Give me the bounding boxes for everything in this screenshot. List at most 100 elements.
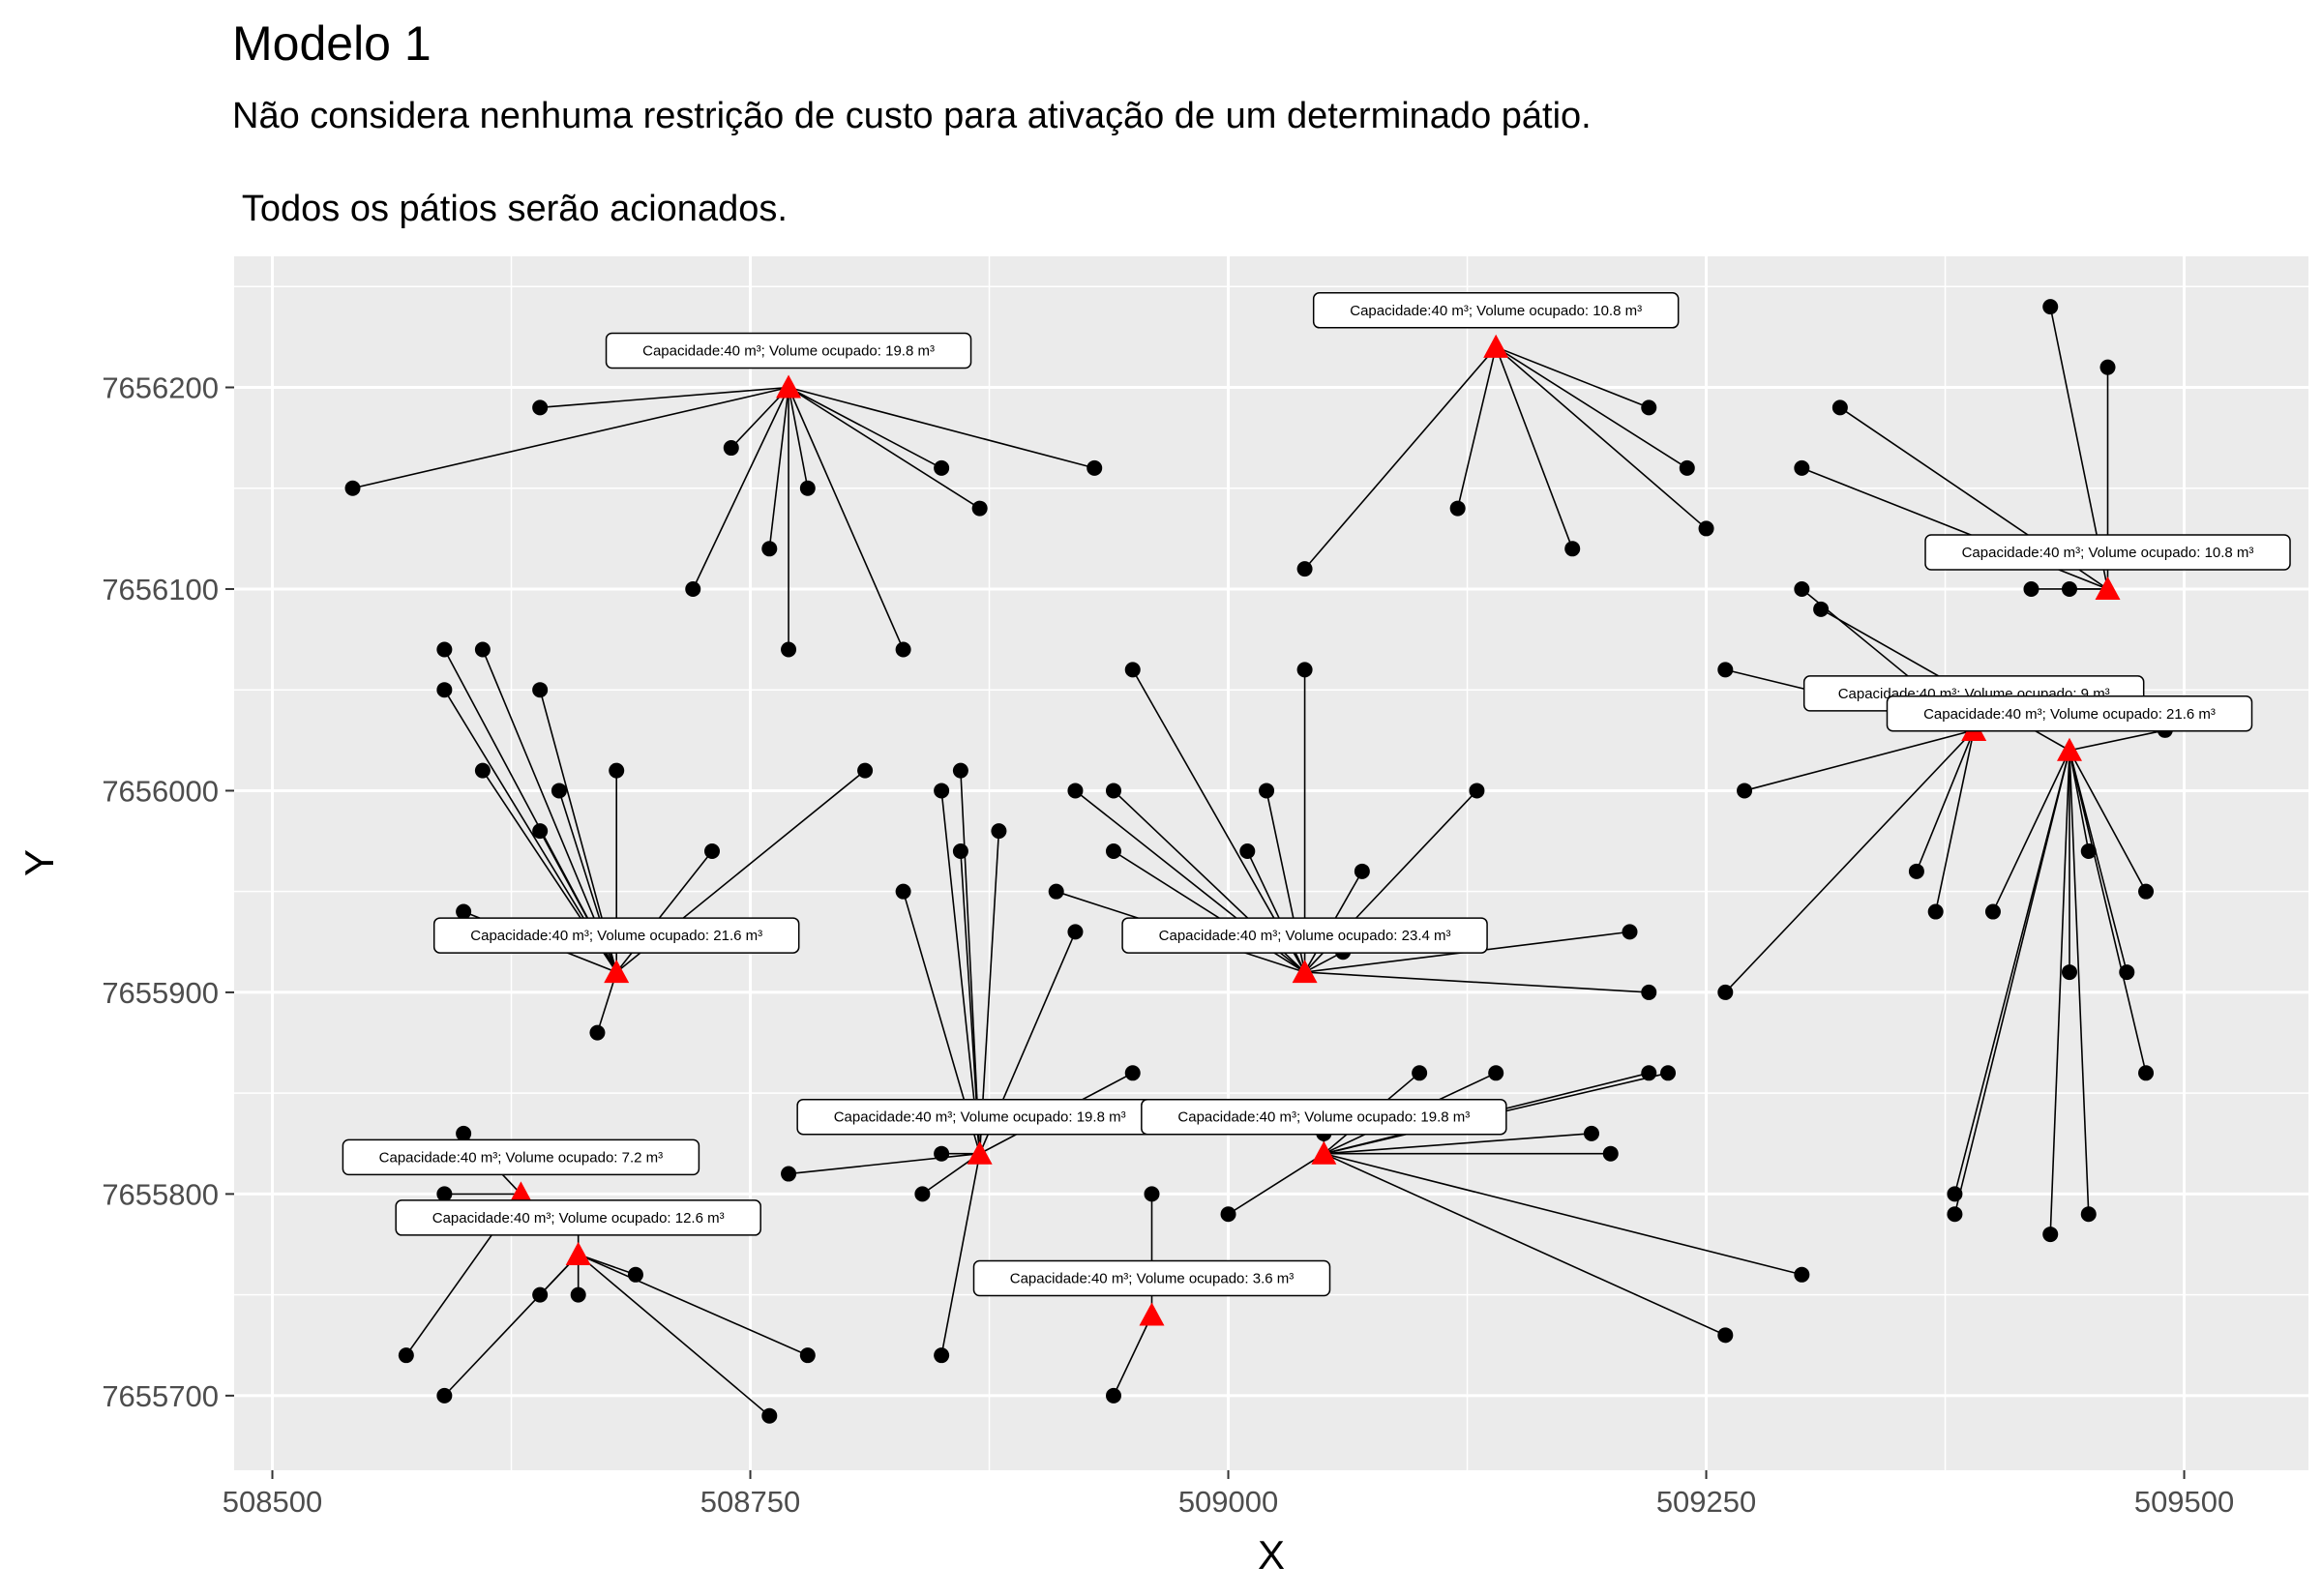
demand-point — [1067, 783, 1084, 799]
assignment-line — [1916, 729, 1975, 872]
demand-point — [1794, 1266, 1810, 1283]
assignment-line — [1113, 1315, 1153, 1397]
yard-marker — [1292, 960, 1318, 984]
yard-label: Capacidade:40 m³; Volume ocupado: 23.4 m… — [1159, 928, 1451, 944]
demand-point — [1641, 984, 1657, 1000]
yard-marker — [604, 960, 630, 984]
x-tick-label: 509000 — [1178, 1485, 1278, 1519]
demand-point — [2042, 299, 2059, 315]
demand-point — [1737, 783, 1753, 799]
x-tick-label: 508500 — [223, 1485, 322, 1519]
assignment-line — [1303, 346, 1497, 570]
assignment-line — [1324, 1152, 1726, 1337]
demand-point — [934, 783, 950, 799]
assignment-line — [2049, 750, 2070, 1235]
assignment-line — [2069, 750, 2090, 1215]
demand-point — [971, 500, 988, 517]
grid-minor — [234, 256, 2308, 1470]
demand-point — [436, 641, 453, 658]
yard-marker — [508, 1181, 534, 1205]
chart-title: Modelo 1 — [232, 16, 432, 71]
yard-label: Capacidade:40 m³; Volume ocupado: 19.8 m… — [834, 1109, 1126, 1126]
demand-point — [1259, 783, 1275, 799]
assignment-line — [1304, 971, 1650, 993]
demand-point — [1717, 662, 1734, 678]
yard-marker — [565, 1241, 591, 1265]
assignment-line — [1495, 346, 1573, 549]
yard-label: Capacidade:40 m³; Volume ocupado: 12.6 m… — [432, 1210, 725, 1227]
demand-point — [1296, 561, 1313, 577]
demand-point — [1469, 783, 1485, 799]
assignment-line — [1953, 750, 2070, 1215]
demand-point — [799, 1347, 816, 1364]
y-tick-label: 7656200 — [102, 371, 219, 405]
demand-point — [1124, 662, 1141, 678]
yard-label-box — [972, 1259, 1331, 1297]
yard-labels: Capacidade:40 m³; Volume ocupado: 19.8 m… — [342, 292, 2291, 1297]
demand-point — [934, 459, 950, 476]
yard-marker — [2056, 737, 2082, 761]
assignment-line — [788, 386, 1095, 469]
demand-point — [532, 823, 549, 840]
yard-label-box — [1141, 1098, 1507, 1136]
demand-point — [2023, 580, 2039, 597]
yard-label-box — [1121, 917, 1488, 954]
assignment-line — [960, 770, 981, 1154]
yard-label-box — [432, 917, 800, 954]
demand-point — [1622, 924, 1638, 940]
demand-point — [1984, 903, 2001, 920]
assignment-line — [1724, 729, 1975, 993]
demand-point — [1583, 1125, 1599, 1141]
demand-point — [1698, 520, 1714, 537]
demand-point — [1124, 1065, 1141, 1081]
assignment-line — [1934, 729, 1975, 912]
assignment-line — [940, 1153, 981, 1356]
demand-point — [2061, 964, 2077, 981]
demand-point — [1067, 924, 1084, 940]
yard-marker — [967, 1140, 993, 1165]
demand-point — [398, 1347, 414, 1364]
demand-point — [2080, 1206, 2097, 1223]
demand-point — [344, 480, 361, 496]
yard-label: Capacidade:40 m³; Volume ocupado: 10.8 m… — [1962, 545, 2254, 561]
demand-point — [474, 641, 491, 658]
yard-label: Capacidade:40 m³; Volume ocupado: 19.8 m… — [642, 343, 935, 360]
chart-subtitle-line-1: Não considera nenhuma restrição de custo… — [232, 96, 1592, 136]
yard-marker — [1483, 334, 1509, 358]
demand-point — [456, 903, 472, 920]
x-tick-label: 509250 — [1656, 1485, 1756, 1519]
yard-label: Capacidade:40 m³; Volume ocupado: 3.6 m³ — [1010, 1270, 1295, 1286]
demand-point — [781, 1166, 797, 1182]
assignment-line — [578, 1254, 770, 1417]
y-tick-label: 7655800 — [102, 1177, 219, 1211]
demand-point — [895, 641, 911, 658]
demand-point — [1412, 1065, 1428, 1081]
demand-point — [1813, 601, 1830, 617]
demand-point — [952, 762, 968, 779]
assignment-line — [768, 387, 789, 549]
assignment-line — [1953, 750, 2070, 1195]
demand-point — [1239, 842, 1256, 859]
demand-point — [2138, 883, 2155, 900]
assignment-line — [578, 1254, 809, 1356]
yard-label: Capacidade:40 m³; Volume ocupado: 10.8 m… — [1350, 303, 1642, 319]
demand-point — [1564, 541, 1581, 557]
demand-point — [1354, 863, 1370, 879]
assignment-line — [1456, 346, 1497, 509]
demand-point — [570, 1286, 586, 1303]
demand-point — [1105, 783, 1121, 799]
yard-label: Capacidade:40 m³; Volume ocupado: 21.6 m… — [470, 928, 762, 944]
demand-point — [532, 682, 549, 698]
demand-point — [627, 1266, 643, 1283]
demand-point — [1105, 842, 1121, 859]
demand-point — [1927, 903, 1944, 920]
demand-point — [1602, 1145, 1619, 1162]
demand-point — [1641, 1065, 1657, 1081]
y-tick-label: 7655900 — [102, 976, 219, 1010]
assignment-line — [1324, 1133, 1593, 1155]
y-tick-label: 7656000 — [102, 774, 219, 808]
assignment-line — [443, 1254, 580, 1397]
assignment-line — [1743, 729, 1975, 792]
demand-point — [781, 641, 797, 658]
